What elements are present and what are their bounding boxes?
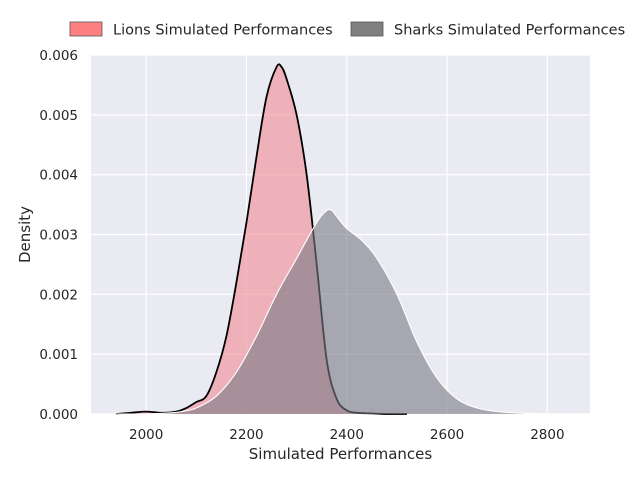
x-tick-label: 2400 bbox=[330, 427, 364, 443]
y-tick-label: 0.003 bbox=[39, 228, 78, 244]
density-area-series-1 bbox=[116, 209, 573, 414]
y-tick-labels: 0.000 0.001 0.002 0.003 0.004 0.005 0.006 bbox=[39, 48, 78, 423]
y-tick-label: 0.006 bbox=[39, 48, 78, 64]
legend-swatch bbox=[350, 21, 384, 37]
density-area-series-0 bbox=[116, 64, 407, 414]
x-tick-labels: 2000 2200 2400 2600 2800 bbox=[129, 427, 565, 443]
density-areas bbox=[116, 63, 573, 415]
density-line-series-1 bbox=[116, 208, 573, 415]
y-tick-label: 0.001 bbox=[39, 347, 78, 363]
y-tick-label: 0.004 bbox=[39, 168, 78, 184]
legend-item-1: Sharks Simulated Performances bbox=[350, 21, 625, 39]
y-tick-label: 0.005 bbox=[39, 108, 78, 124]
legend-label: Sharks Simulated Performances bbox=[394, 23, 625, 39]
legend-swatch bbox=[69, 21, 103, 37]
x-tick-label: 2600 bbox=[430, 427, 464, 443]
y-tick-label: 0.002 bbox=[39, 287, 78, 303]
y-axis-label: Density bbox=[16, 206, 34, 263]
x-axis-label: Simulated Performances bbox=[249, 445, 433, 463]
legend: Lions Simulated Performances Sharks Simul… bbox=[69, 21, 625, 39]
x-tick-label: 2200 bbox=[229, 427, 263, 443]
legend-label: Lions Simulated Performances bbox=[113, 23, 333, 39]
y-tick-label: 0.000 bbox=[39, 407, 78, 423]
x-tick-label: 2000 bbox=[129, 427, 163, 443]
legend-item-0: Lions Simulated Performances bbox=[69, 21, 333, 39]
x-tick-label: 2800 bbox=[530, 427, 564, 443]
